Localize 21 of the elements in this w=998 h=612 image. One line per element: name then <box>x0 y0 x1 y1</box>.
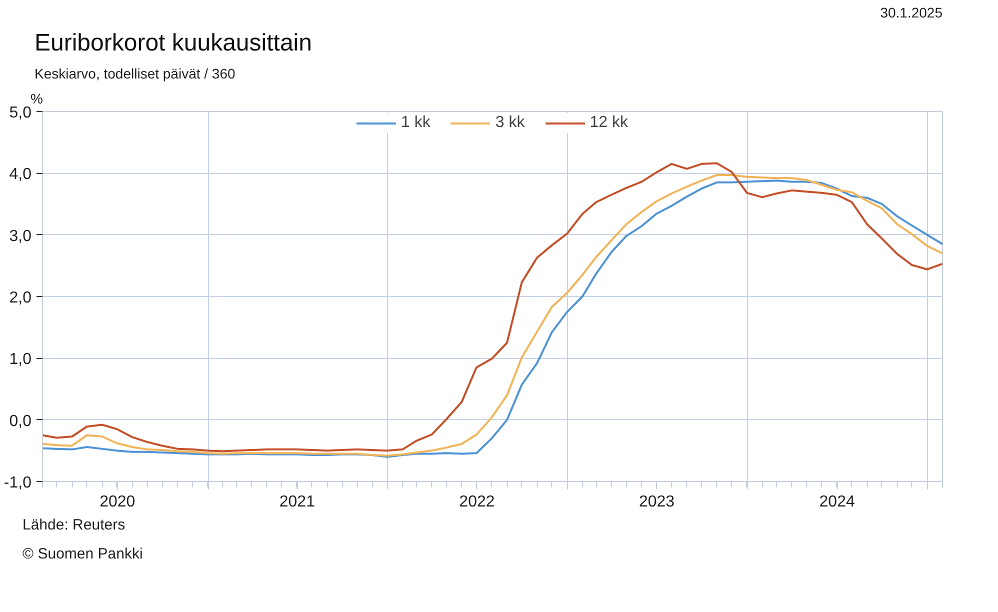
y-axis-title: % <box>30 90 43 106</box>
x-tick-label: 2021 <box>279 494 316 510</box>
y-tick-label: 5,0 <box>9 104 32 122</box>
y-tick-label: -1,0 <box>4 474 32 492</box>
x-tick-label: 2023 <box>638 494 675 510</box>
x-tick-label: 2022 <box>459 494 495 510</box>
y-tick-label: 4,0 <box>9 166 32 184</box>
legend-label: 1 kk <box>401 114 430 132</box>
text: © Suomen Pankki <box>22 546 143 562</box>
legend-label: 12 kk <box>590 114 628 132</box>
y-tick-label: 2,0 <box>9 290 32 306</box>
y-tick-label: 0,0 <box>9 412 32 430</box>
text: Lähde: Reuters <box>22 516 126 534</box>
x-tick-label: 2020 <box>100 494 136 510</box>
x-tick-label: 2024 <box>819 494 855 510</box>
chart-title: Euriborkorot kuukausittain <box>34 30 312 56</box>
y-tick-label: 3,0 <box>9 228 32 245</box>
y-tick-label: 1,0 <box>9 351 32 368</box>
legend-label: 3 kk <box>495 114 525 132</box>
chart-subtitle: Keskiarvo, todelliset päivät / 360 <box>34 66 236 82</box>
text: 30.1.2025 <box>880 4 943 20</box>
